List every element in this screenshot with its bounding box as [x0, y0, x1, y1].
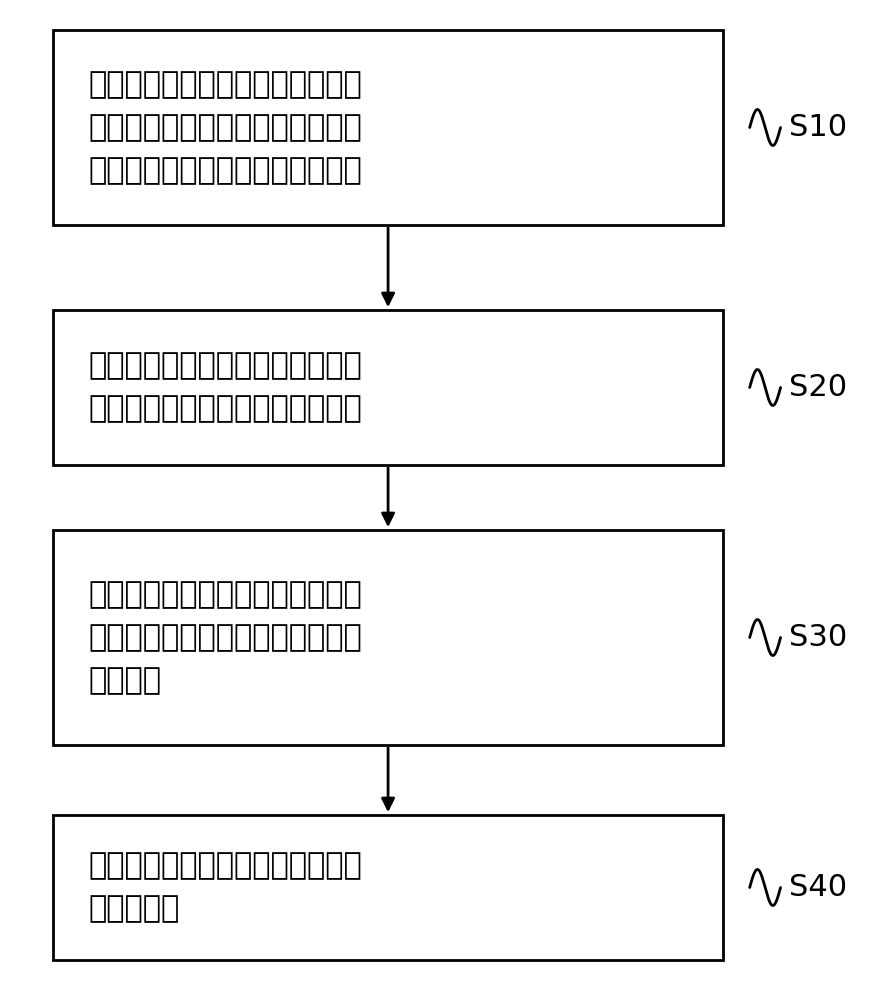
Text: 去除所述氧化层，以获得设定厚度
的所述字线: 去除所述氧化层，以获得设定厚度 的所述字线: [88, 852, 362, 923]
Text: S40: S40: [789, 873, 848, 902]
Bar: [53, 815, 723, 960]
Text: 采用化学机械研磨工艺去除部分厚
度的所述字线，以暴露所述掩模层: 采用化学机械研磨工艺去除部分厚 度的所述字线，以暴露所述掩模层: [88, 352, 362, 423]
Text: S30: S30: [789, 623, 848, 652]
Text: S10: S10: [789, 113, 848, 142]
Bar: [53, 30, 723, 225]
Text: 对所述字线表面及所述掩模层表面
进行氧化处理，并在所述字线上形
成氧化层: 对所述字线表面及所述掩模层表面 进行氧化处理，并在所述字线上形 成氧化层: [88, 580, 362, 695]
Bar: [53, 310, 723, 465]
Bar: [53, 530, 723, 745]
Text: S20: S20: [789, 373, 848, 402]
Text: 提供一衬底，所述衬底上形成有掩
模层以及贯穿所述掩模层的字线，
且所述字线覆盖所述掩模层的表面: 提供一衬底，所述衬底上形成有掩 模层以及贯穿所述掩模层的字线， 且所述字线覆盖所…: [88, 70, 362, 185]
